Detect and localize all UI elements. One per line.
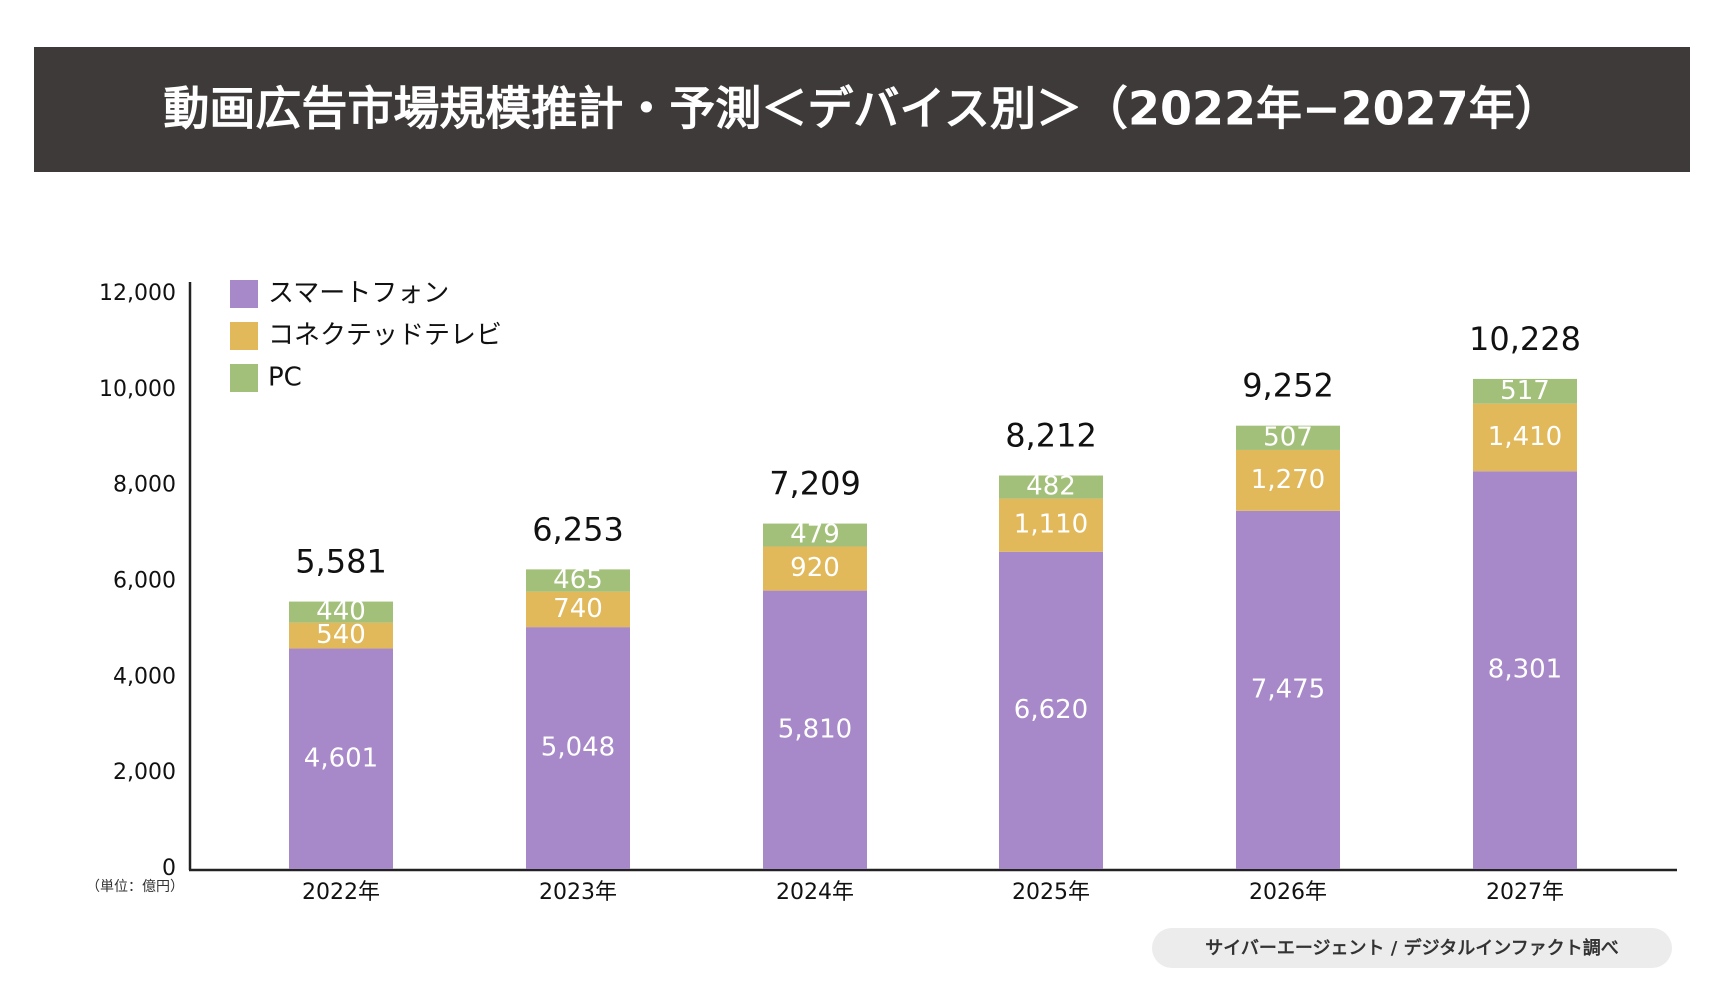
value-label: 507 (1263, 422, 1313, 452)
bar-segment (1236, 510, 1340, 869)
bar-segment (1473, 471, 1577, 869)
value-label: 5,810 (778, 714, 852, 744)
total-label: 9,252 (1242, 367, 1334, 405)
bar-segment (1236, 449, 1340, 511)
total-label: 7,209 (769, 465, 861, 503)
value-label: 5,048 (541, 733, 615, 763)
value-label: 465 (553, 565, 603, 595)
value-label: 7,475 (1251, 674, 1325, 704)
value-label: 440 (316, 597, 366, 627)
bar-segment (526, 627, 630, 869)
chart-title: 動画広告市場規模推計・予測＜デバイス別＞（2022年−2027年） (163, 82, 1560, 136)
total-label: 6,253 (532, 510, 624, 548)
x-tick-label: 2023年 (539, 880, 617, 905)
x-tick-label: 2027年 (1486, 880, 1564, 905)
legend-swatch (230, 364, 258, 392)
x-tick-label: 2025年 (1012, 880, 1090, 905)
value-label: 1,270 (1251, 465, 1325, 495)
source: サイバーエージェント / デジタルインファクト調べ (1205, 937, 1619, 959)
value-label: 1,110 (1014, 510, 1088, 540)
total-label: 5,581 (295, 543, 387, 581)
bar-segment (763, 590, 867, 869)
value-label: 479 (790, 520, 840, 550)
value-label: 920 (790, 553, 840, 583)
value-label: 517 (1500, 376, 1550, 406)
y-tick-label: 0 (162, 856, 176, 881)
bar-segment (763, 523, 867, 547)
x-tick-label: 2024年 (776, 880, 854, 905)
value-label: 8,301 (1488, 655, 1562, 685)
x-tick-label: 2022年 (302, 880, 380, 905)
legend-swatch (230, 280, 258, 308)
y-tick-label: 2,000 (113, 760, 176, 785)
y-tick-label: 6,000 (113, 569, 176, 594)
y-tick-label: 10,000 (99, 377, 176, 402)
value-label: 482 (1026, 472, 1076, 502)
value-label: 6,620 (1014, 695, 1088, 725)
bar-segment (999, 475, 1103, 499)
y-tick-label: 12,000 (99, 281, 176, 306)
total-label: 8,212 (1005, 417, 1097, 455)
source-pill (1152, 928, 1672, 968)
bar-segment (289, 601, 393, 623)
bar-segment (999, 551, 1103, 869)
value-label: 540 (316, 620, 366, 650)
total-label: 10,228 (1469, 320, 1581, 358)
value-label: 4,601 (304, 743, 378, 773)
value-label: 1,410 (1488, 422, 1562, 452)
legend-label: PC (268, 363, 302, 393)
bar-segment (1473, 378, 1577, 404)
bar-segment (999, 498, 1103, 552)
bar-segment (763, 546, 867, 591)
bar-segment (526, 569, 630, 592)
legend-label: コネクテッドテレビ (268, 321, 502, 351)
bar-segment (1473, 403, 1577, 472)
bar-segment (289, 622, 393, 649)
y-tick-label: 4,000 (113, 664, 176, 689)
y-tick-label: 8,000 (113, 473, 176, 498)
value-label: 740 (553, 594, 603, 624)
bar-segment (526, 591, 630, 628)
title-bar (34, 47, 1690, 172)
bar-segment (289, 648, 393, 869)
legend-swatch (230, 322, 258, 350)
bar-segment (1236, 425, 1340, 450)
unit-note: （単位：億円） (86, 879, 184, 895)
x-tick-label: 2026年 (1249, 880, 1327, 905)
legend-label: スマートフォン (268, 279, 449, 309)
